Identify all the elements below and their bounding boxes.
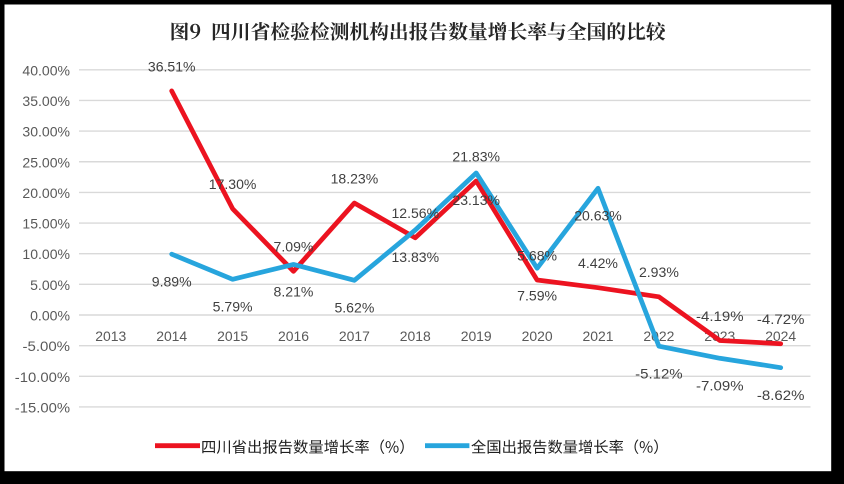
svg-text:2013: 2013	[95, 329, 126, 345]
svg-text:2021: 2021	[583, 329, 614, 345]
svg-text:7.09%: 7.09%	[274, 240, 314, 256]
svg-text:-4.72%: -4.72%	[757, 312, 805, 328]
svg-text:2022: 2022	[643, 329, 674, 345]
svg-text:2017: 2017	[339, 329, 370, 345]
svg-text:5.62%: 5.62%	[334, 301, 374, 317]
svg-text:7.59%: 7.59%	[517, 288, 557, 304]
svg-text:10.00%: 10.00%	[22, 247, 70, 263]
svg-text:2016: 2016	[278, 329, 309, 345]
svg-text:21.83%: 21.83%	[452, 149, 500, 165]
svg-text:30.00%: 30.00%	[22, 125, 70, 141]
svg-text:18.23%: 18.23%	[331, 171, 379, 187]
svg-text:2019: 2019	[461, 329, 492, 345]
svg-text:17.30%: 17.30%	[209, 177, 257, 193]
svg-text:2018: 2018	[400, 329, 431, 345]
svg-text:35.00%: 35.00%	[22, 94, 70, 110]
svg-text:20.00%: 20.00%	[22, 186, 70, 202]
svg-text:-8.62%: -8.62%	[757, 388, 805, 404]
svg-text:-10.00%: -10.00%	[15, 370, 71, 386]
svg-text:13.83%: 13.83%	[392, 250, 440, 266]
svg-text:40.00%: 40.00%	[22, 63, 70, 79]
svg-text:5.68%: 5.68%	[517, 248, 557, 264]
svg-text:8.21%: 8.21%	[274, 285, 314, 301]
svg-text:25.00%: 25.00%	[22, 155, 70, 171]
svg-text:36.51%: 36.51%	[148, 59, 196, 75]
svg-text:2015: 2015	[217, 329, 248, 345]
svg-text:-15.00%: -15.00%	[15, 400, 71, 416]
svg-text:-5.12%: -5.12%	[635, 366, 683, 382]
svg-text:5.00%: 5.00%	[30, 278, 70, 294]
svg-text:-5.00%: -5.00%	[23, 339, 71, 355]
svg-text:20.63%: 20.63%	[574, 209, 622, 225]
svg-text:23.13%: 23.13%	[452, 193, 500, 209]
svg-text:-4.19%: -4.19%	[696, 309, 744, 325]
svg-text:0.00%: 0.00%	[30, 309, 70, 325]
svg-text:4.42%: 4.42%	[578, 256, 618, 272]
svg-text:2014: 2014	[156, 329, 187, 345]
svg-text:9.89%: 9.89%	[152, 274, 192, 290]
svg-text:15.00%: 15.00%	[22, 217, 70, 233]
svg-text:-7.09%: -7.09%	[696, 378, 744, 394]
svg-text:12.56%: 12.56%	[392, 206, 440, 222]
svg-text:2020: 2020	[522, 329, 553, 345]
svg-text:2.93%: 2.93%	[639, 265, 679, 281]
svg-text:5.79%: 5.79%	[213, 300, 253, 316]
